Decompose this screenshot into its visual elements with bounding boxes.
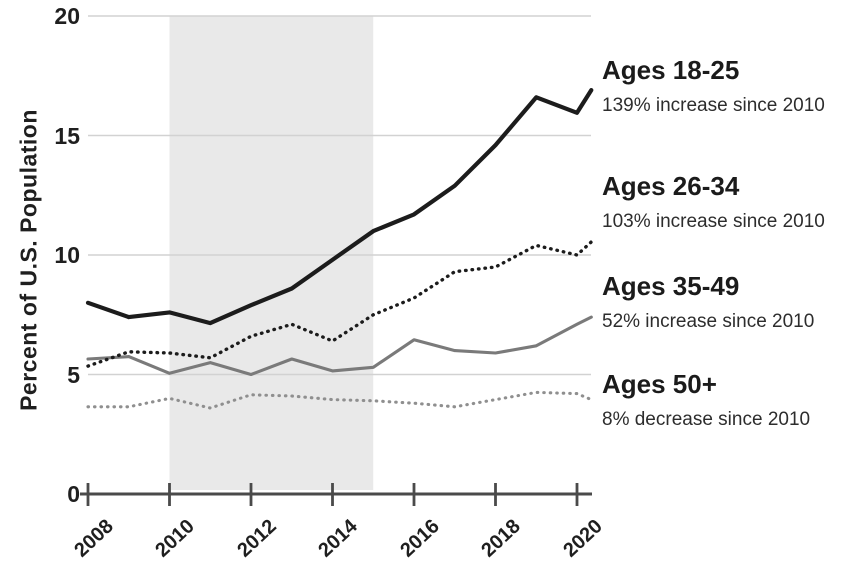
series-line-ages-18-25: [85, 88, 594, 326]
legend-entry-ages-26-34: Ages 26-34 103% increase since 2010: [602, 171, 848, 233]
y-tick-label-20: 20: [54, 3, 80, 29]
legend-title: Ages 50+: [602, 369, 717, 399]
y-tick-label-15: 15: [54, 122, 80, 149]
legend-title: Ages 35-49: [602, 271, 740, 301]
legend-entry-ages-18-25: Ages 18-25 139% increase since 2010: [602, 55, 848, 117]
legend-note: 139% increase since 2010: [602, 94, 825, 116]
legend-entry-ages-50plus: Ages 50+ 8% decrease since 2010: [602, 369, 848, 431]
series-line-ages-26-34: [86, 240, 593, 368]
y-tick-label-10: 10: [54, 242, 80, 268]
series-line-ages-35-49: [86, 315, 593, 377]
y-tick-label-0: 0: [67, 481, 80, 507]
legend-note: 103% increase since 2010: [602, 210, 825, 232]
series-line-ages-50: [86, 390, 593, 410]
y-tick-label-5: 5: [67, 361, 80, 388]
legend-note: 8% decrease since 2010: [602, 408, 811, 430]
legend-title: Ages 26-34: [602, 171, 740, 201]
legend-entry-ages-35-49: Ages 35-49 52% increase since 2010: [602, 271, 848, 333]
legend-title: Ages 18-25: [602, 55, 740, 85]
legend-note: 52% increase since 2010: [602, 310, 815, 332]
